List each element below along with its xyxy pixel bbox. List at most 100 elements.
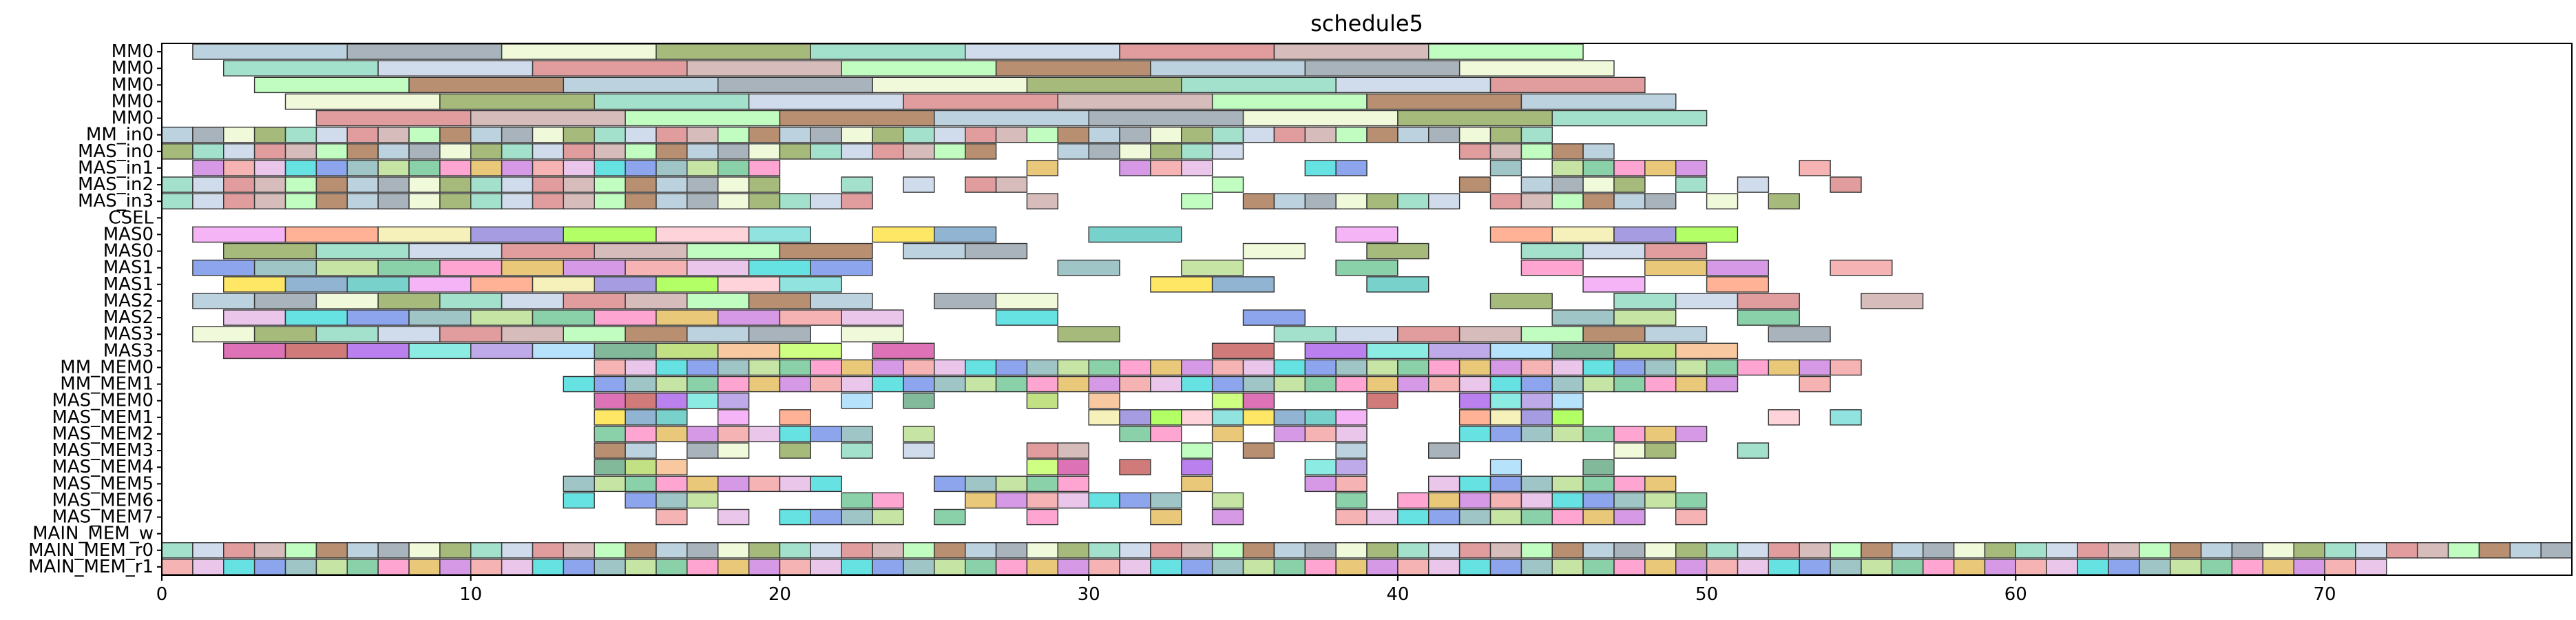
task-bar: [1211, 359, 1244, 376]
task-bar: [161, 126, 193, 143]
task-bar: [1150, 359, 1182, 376]
task-bar: [346, 160, 379, 176]
task-bar: [687, 442, 719, 459]
task-bar: [2416, 542, 2449, 559]
task-bar: [1675, 542, 1708, 559]
task-bar: [687, 193, 719, 209]
task-bar: [1582, 176, 1615, 193]
task-bar: [1057, 559, 1089, 575]
task-bar: [717, 375, 750, 393]
task-bar: [192, 259, 255, 276]
task-bar: [1304, 359, 1337, 376]
task-bar: [1458, 409, 1491, 426]
task-bar: [1613, 309, 1677, 326]
task-bar: [594, 126, 626, 143]
task-bar: [594, 542, 626, 559]
task-bar: [1520, 392, 1553, 409]
task-bar: [656, 375, 688, 393]
task-bar: [594, 143, 626, 160]
task-bar: [1613, 542, 1646, 559]
task-bar: [687, 559, 719, 575]
task-bar: [284, 226, 379, 243]
task-bar: [2200, 559, 2233, 575]
task-bar: [594, 193, 626, 209]
task-bar: [161, 143, 193, 160]
task-bar: [717, 442, 750, 459]
task-bar: [315, 293, 379, 309]
task-bar: [1119, 375, 1151, 393]
task-bar: [501, 176, 534, 193]
task-bar: [1551, 359, 1584, 376]
task-bar: [934, 508, 966, 526]
task-bar: [1304, 409, 1337, 426]
task-bar: [470, 193, 503, 209]
task-bar: [1150, 276, 1213, 293]
task-bar: [687, 542, 719, 559]
task-bar: [1150, 542, 1182, 559]
task-bar: [1675, 226, 1739, 243]
task-bar: [656, 176, 688, 193]
task-bar: [1273, 359, 1306, 376]
task-bar: [1489, 293, 1553, 309]
task-bar: [1675, 375, 1708, 393]
task-bar: [1304, 459, 1337, 475]
task-bar: [1489, 375, 1522, 393]
task-bar: [284, 559, 317, 575]
task-bar: [625, 426, 657, 442]
task-bar: [1861, 559, 1893, 575]
task-bar: [1397, 559, 1430, 575]
task-bar: [1520, 559, 1553, 575]
task-bar: [1458, 359, 1491, 376]
task-bar: [1119, 43, 1275, 60]
task-bar: [1181, 542, 1213, 559]
task-bar: [1582, 359, 1615, 376]
task-bar: [1768, 326, 1831, 342]
task-bar: [1551, 342, 1615, 360]
task-bar: [1861, 293, 1924, 309]
task-bar: [1458, 559, 1491, 575]
task-bar: [1211, 559, 1244, 575]
task-bar: [656, 392, 688, 409]
task-bar: [223, 143, 255, 160]
task-bar: [1458, 375, 1491, 393]
task-bar: [532, 176, 565, 193]
task-bar: [1644, 492, 1677, 509]
task-bar: [2324, 542, 2356, 559]
task-bar: [1335, 459, 1368, 475]
task-bar: [1088, 409, 1120, 426]
task-bar: [408, 542, 441, 559]
task-bar: [315, 193, 348, 209]
task-bar: [1211, 143, 1244, 160]
task-bar: [1150, 143, 1182, 160]
task-bar: [1119, 143, 1151, 160]
task-bar: [501, 43, 657, 60]
task-bar: [346, 43, 503, 60]
task-bar: [1644, 242, 1708, 260]
task-bar: [841, 426, 873, 442]
task-bar: [1644, 375, 1677, 393]
task-bar: [1675, 160, 1708, 176]
row-label: MAS0: [103, 224, 154, 245]
task-bar: [1181, 459, 1213, 475]
task-bar: [1520, 242, 1584, 260]
task-bar: [1458, 542, 1491, 559]
task-bar: [934, 226, 997, 243]
task-bar: [1304, 60, 1460, 76]
task-bar: [408, 193, 441, 209]
task-bar: [748, 193, 781, 209]
task-bar: [1520, 259, 1584, 276]
task-bar: [439, 326, 503, 342]
task-bar: [563, 226, 657, 243]
row-label: MAS_in0: [78, 141, 154, 162]
task-bar: [995, 126, 1028, 143]
task-bar: [1366, 193, 1399, 209]
task-bar: [1088, 226, 1182, 243]
row-label: MAIN_MEM_w: [32, 524, 154, 544]
task-bar: [1458, 126, 1491, 143]
task-bar: [717, 309, 781, 326]
task-bar: [346, 193, 379, 209]
task-bar: [656, 160, 688, 176]
task-bar: [964, 492, 997, 509]
task-bar: [1057, 326, 1120, 342]
task-bar: [841, 359, 873, 376]
